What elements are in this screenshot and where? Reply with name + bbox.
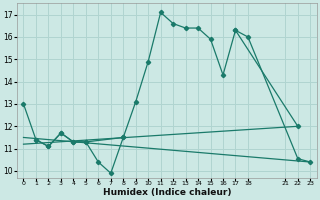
X-axis label: Humidex (Indice chaleur): Humidex (Indice chaleur) — [103, 188, 231, 197]
